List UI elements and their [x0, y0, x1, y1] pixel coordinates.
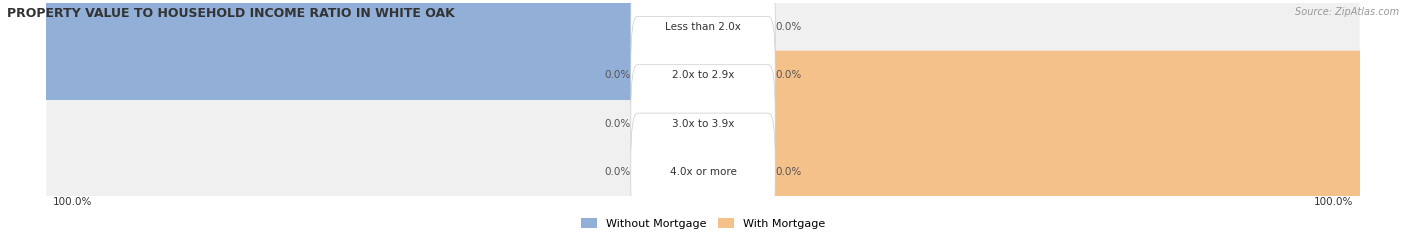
- Text: 100.0%: 100.0%: [1368, 119, 1406, 129]
- Legend: Without Mortgage, With Mortgage: Without Mortgage, With Mortgage: [576, 214, 830, 233]
- FancyBboxPatch shape: [46, 148, 1360, 196]
- FancyBboxPatch shape: [631, 113, 775, 231]
- Text: 4.0x or more: 4.0x or more: [669, 167, 737, 177]
- Text: PROPERTY VALUE TO HOUSEHOLD INCOME RATIO IN WHITE OAK: PROPERTY VALUE TO HOUSEHOLD INCOME RATIO…: [7, 7, 454, 20]
- Text: 100.0%: 100.0%: [1313, 197, 1353, 207]
- FancyBboxPatch shape: [46, 3, 1360, 51]
- Text: Source: ZipAtlas.com: Source: ZipAtlas.com: [1295, 7, 1399, 17]
- FancyBboxPatch shape: [761, 51, 1406, 197]
- Text: 0.0%: 0.0%: [605, 70, 631, 80]
- FancyBboxPatch shape: [0, 0, 645, 100]
- Text: Less than 2.0x: Less than 2.0x: [665, 22, 741, 32]
- FancyBboxPatch shape: [46, 51, 1360, 99]
- Text: 100.0%: 100.0%: [53, 197, 93, 207]
- FancyBboxPatch shape: [631, 0, 775, 86]
- FancyBboxPatch shape: [631, 16, 775, 134]
- Text: 2.0x to 2.9x: 2.0x to 2.9x: [672, 70, 734, 80]
- FancyBboxPatch shape: [46, 99, 1360, 148]
- Text: 0.0%: 0.0%: [775, 22, 801, 32]
- FancyBboxPatch shape: [631, 65, 775, 183]
- Text: 0.0%: 0.0%: [605, 119, 631, 129]
- Text: 0.0%: 0.0%: [605, 167, 631, 177]
- Text: 3.0x to 3.9x: 3.0x to 3.9x: [672, 119, 734, 129]
- Text: 0.0%: 0.0%: [775, 70, 801, 80]
- Text: 0.0%: 0.0%: [775, 167, 801, 177]
- Text: 100.0%: 100.0%: [0, 22, 38, 32]
